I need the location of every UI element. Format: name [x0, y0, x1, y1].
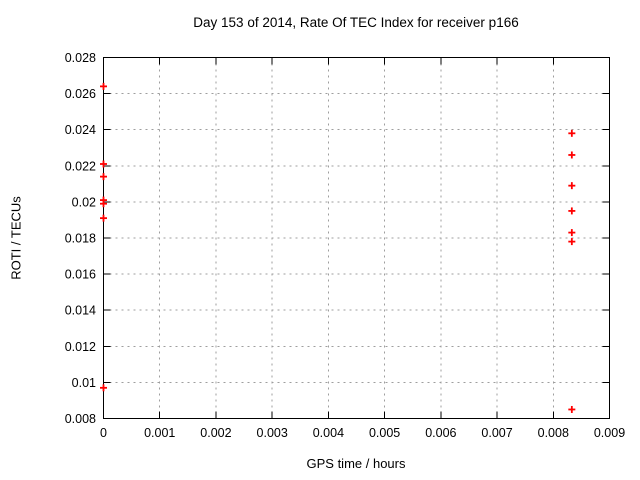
y-axis-label: ROTI / TECUs	[8, 196, 24, 280]
y-tick-label: 0.018	[65, 232, 96, 246]
plot-border	[103, 57, 610, 419]
x-axis-label: GPS time / hours	[306, 456, 406, 471]
y-tick-label: 0.024	[65, 123, 96, 137]
y-tick-label: 0.012	[65, 340, 96, 354]
y-tick-label: 0.008	[65, 412, 96, 426]
y-tick-label: 0.026	[65, 87, 96, 101]
y-tick-label: 0.014	[65, 304, 96, 318]
y-tick-label: 0.01	[72, 376, 96, 390]
x-tick-label: 0.007	[481, 426, 512, 440]
x-tick-label: 0	[100, 426, 107, 440]
x-tick-label: 0.009	[594, 426, 625, 440]
x-tick-label: 0.003	[257, 426, 288, 440]
x-tick-label: 0.005	[369, 426, 400, 440]
y-tick-label: 0.022	[65, 159, 96, 173]
y-tick-label: 0.028	[65, 51, 96, 65]
chart-title: Day 153 of 2014, Rate Of TEC Index for r…	[193, 15, 519, 30]
y-tick-label: 0.02	[72, 195, 96, 209]
x-tick-label: 0.006	[425, 426, 456, 440]
y-tick-label: 0.016	[65, 268, 96, 282]
x-tick-label: 0.004	[313, 426, 344, 440]
x-tick-label: 0.008	[538, 426, 569, 440]
x-tick-label: 0.002	[200, 426, 231, 440]
x-tick-label: 0.001	[144, 426, 175, 440]
